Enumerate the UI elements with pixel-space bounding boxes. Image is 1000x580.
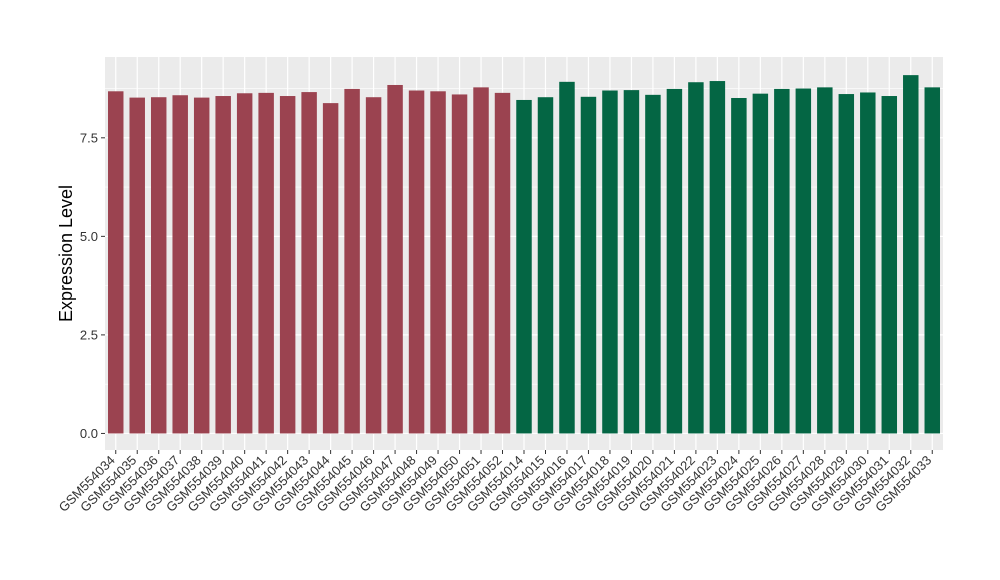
bar-GSM554039	[215, 96, 231, 434]
bar-GSM554030	[860, 92, 876, 434]
bar-GSM554049	[430, 91, 446, 434]
y-axis-title: Expression Level	[56, 185, 76, 322]
bar-GSM554014	[516, 99, 532, 434]
bar-GSM554024	[731, 97, 747, 434]
y-tick-label: 2.5	[80, 327, 98, 342]
bar-GSM554035	[129, 97, 145, 434]
bar-GSM554028	[817, 87, 833, 434]
bar-GSM554052	[494, 92, 511, 434]
bar-GSM554048	[408, 90, 425, 434]
y-tick-label: 5.0	[80, 229, 98, 244]
bar-GSM554034	[108, 91, 124, 434]
bar-GSM554044	[322, 103, 339, 434]
bar-GSM554046	[365, 97, 382, 434]
bar-GSM554043	[301, 92, 317, 434]
bar-GSM554022	[688, 82, 704, 434]
bar-GSM554016	[559, 81, 575, 434]
bar-GSM554042	[279, 96, 296, 434]
bar-GSM554020	[645, 94, 661, 434]
bar-GSM554017	[580, 96, 597, 434]
bar-GSM554051	[473, 87, 489, 434]
bar-GSM554045	[344, 88, 360, 434]
bar-GSM554041	[258, 92, 274, 434]
bar-GSM554033	[924, 87, 940, 434]
bar-GSM554018	[602, 90, 618, 434]
bar-GSM554015	[537, 97, 554, 434]
bar-GSM554040	[236, 93, 253, 434]
bar-GSM554023	[709, 81, 726, 434]
bar-GSM554032	[903, 75, 919, 434]
y-axis: 0.0 2.5 5.0 7.5	[80, 130, 105, 441]
bar-GSM554050	[451, 94, 468, 434]
y-tick-label: 7.5	[80, 130, 98, 145]
bar-GSM554025	[752, 93, 769, 434]
bar-GSM554019	[623, 90, 640, 434]
bar-GSM554027	[795, 88, 812, 434]
bar-GSM554036	[150, 97, 167, 434]
bars	[108, 75, 940, 434]
bar-GSM554026	[774, 88, 790, 434]
bar-GSM554031	[881, 96, 898, 434]
bar-GSM554037	[172, 95, 188, 434]
bar-GSM554021	[666, 88, 683, 434]
bar-GSM554047	[387, 84, 403, 434]
bar-GSM554038	[193, 97, 210, 434]
x-axis: GSM554034GSM554035GSM554036GSM554037GSM5…	[56, 450, 934, 515]
y-tick-label: 0.0	[80, 426, 98, 441]
bar-GSM554029	[838, 94, 855, 434]
